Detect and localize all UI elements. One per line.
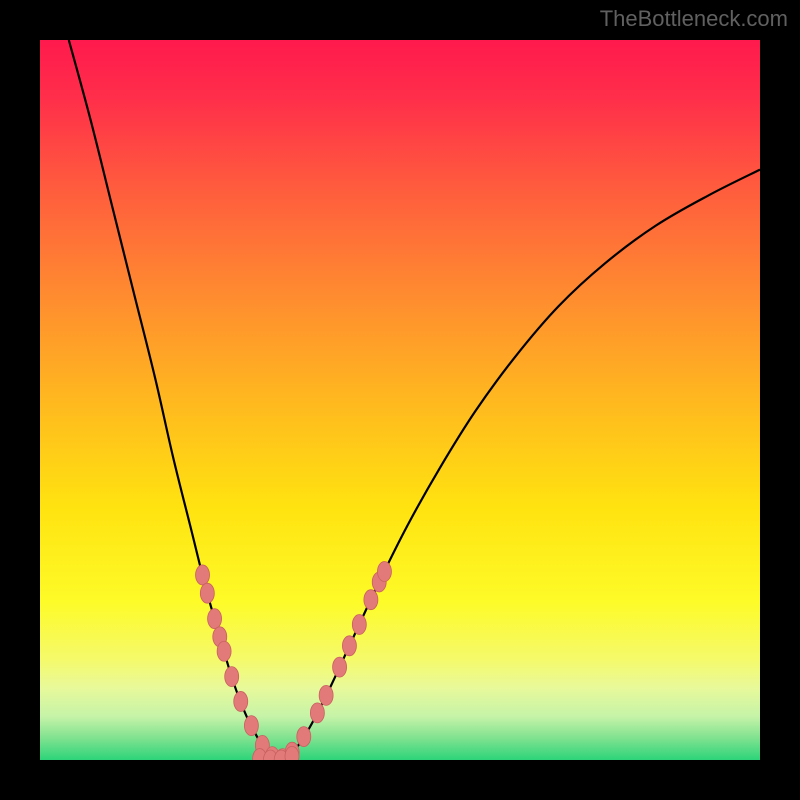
data-marker — [342, 636, 356, 656]
data-marker — [364, 590, 378, 610]
data-marker — [225, 667, 239, 687]
watermark-text: TheBottleneck.com — [600, 6, 788, 32]
data-marker — [377, 561, 391, 581]
bottleneck-chart — [40, 40, 760, 760]
data-marker — [234, 691, 248, 711]
data-marker — [208, 609, 222, 629]
data-marker — [244, 716, 258, 736]
plot-area — [40, 40, 760, 760]
data-marker — [200, 583, 214, 603]
curve-right — [279, 170, 760, 760]
data-marker — [319, 685, 333, 705]
data-marker — [196, 565, 210, 585]
data-marker — [297, 727, 311, 747]
data-markers — [196, 561, 392, 760]
data-marker — [217, 641, 231, 661]
data-marker — [333, 657, 347, 677]
curve-left — [69, 40, 279, 760]
data-marker — [352, 615, 366, 635]
data-marker — [310, 703, 324, 723]
